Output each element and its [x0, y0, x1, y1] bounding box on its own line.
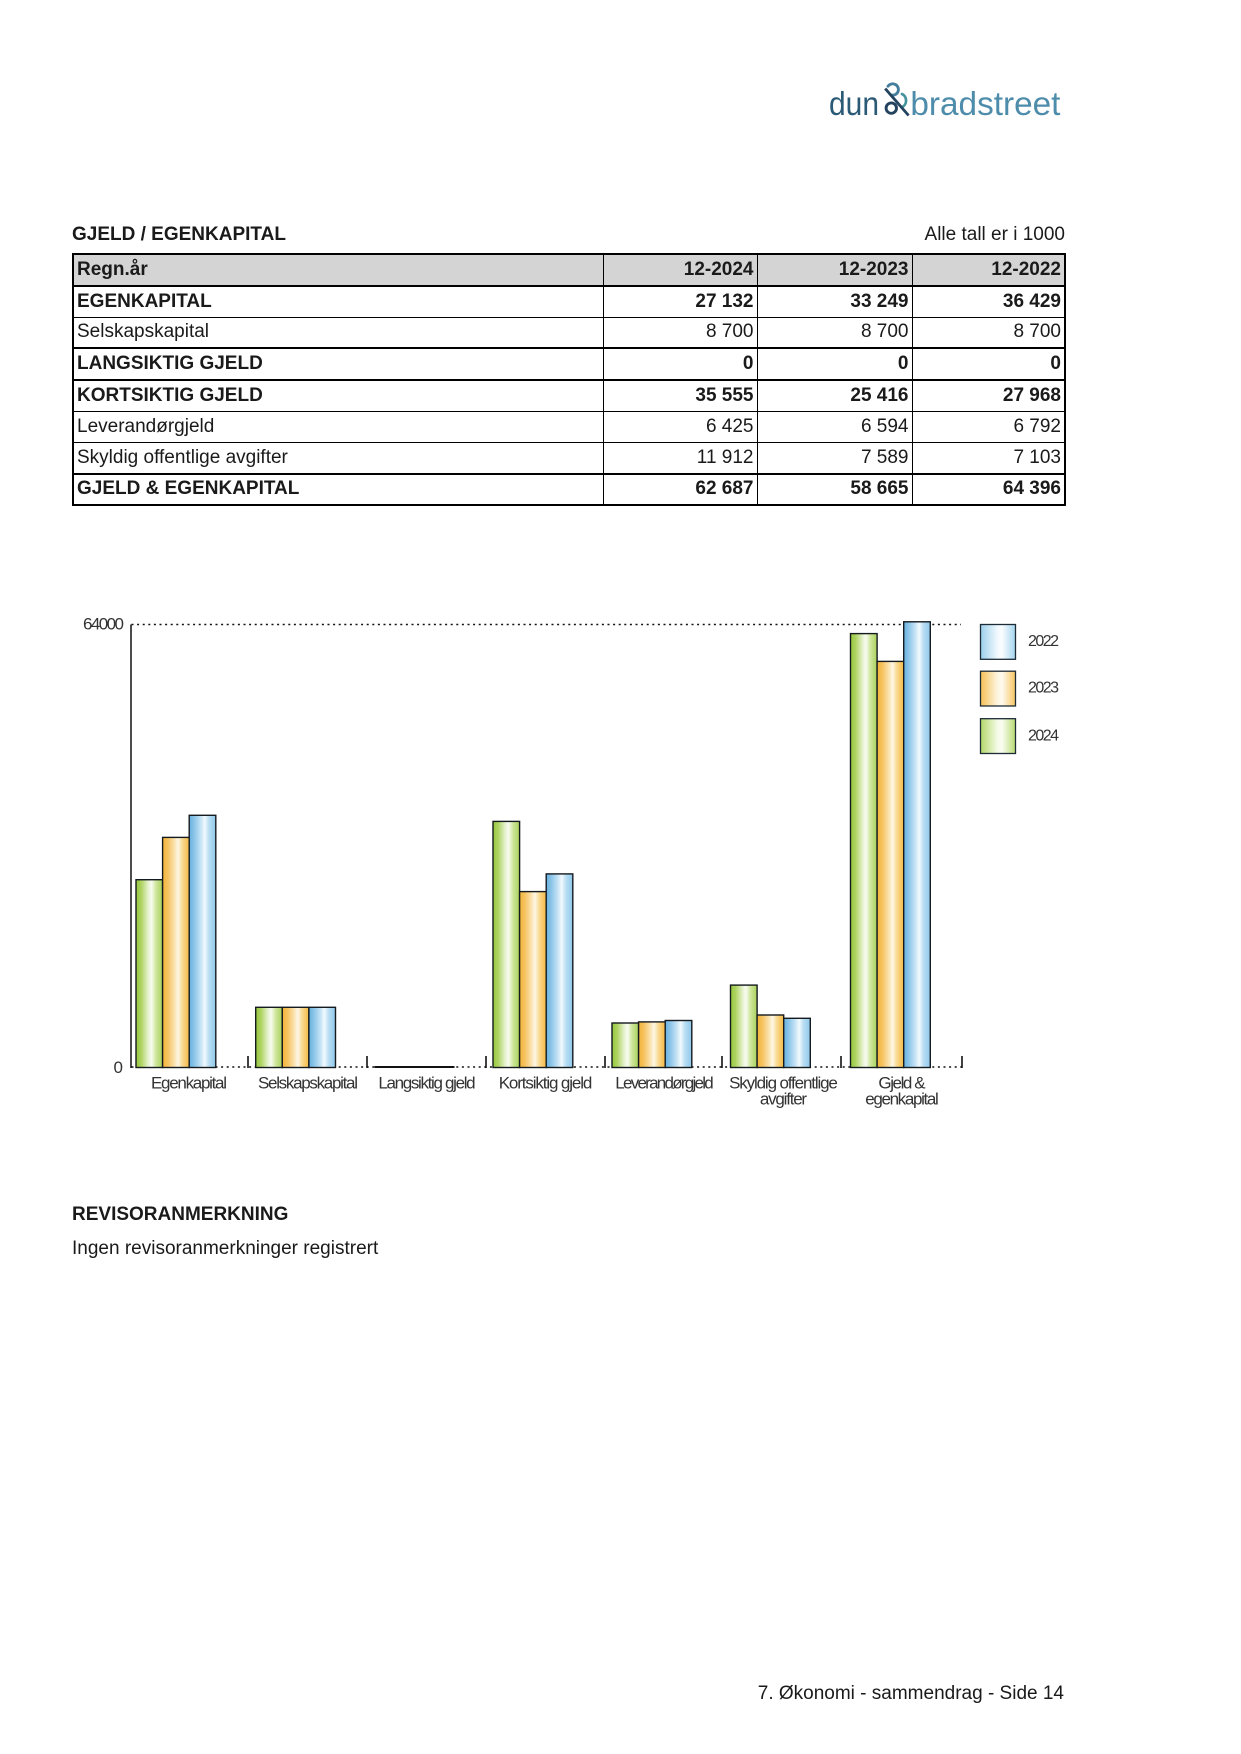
- svg-text:Selskapskapital: Selskapskapital: [258, 1074, 358, 1093]
- svg-text:2023: 2023: [1028, 680, 1059, 697]
- svg-text:dun: dun: [829, 85, 879, 122]
- svg-text:avgifter: avgifter: [760, 1090, 808, 1109]
- svg-text:Leverandørgjeld: Leverandørgjeld: [615, 1074, 713, 1093]
- svg-text:bradstreet: bradstreet: [910, 85, 1060, 122]
- svg-text:64000: 64000: [83, 615, 124, 634]
- svg-text:Gjeld &: Gjeld &: [878, 1074, 926, 1093]
- svg-text:2022: 2022: [1028, 633, 1059, 650]
- svg-text:2024: 2024: [1028, 727, 1059, 744]
- svg-text:0: 0: [114, 1058, 123, 1077]
- svg-text:Langsiktig gjeld: Langsiktig gjeld: [378, 1074, 475, 1093]
- svg-text:egenkapital: egenkapital: [865, 1090, 939, 1109]
- svg-text:Egenkapital: Egenkapital: [151, 1074, 227, 1093]
- svg-text:Skyldig offentlige: Skyldig offentlige: [729, 1074, 838, 1093]
- svg-text:Kortsiktig gjeld: Kortsiktig gjeld: [499, 1074, 593, 1093]
